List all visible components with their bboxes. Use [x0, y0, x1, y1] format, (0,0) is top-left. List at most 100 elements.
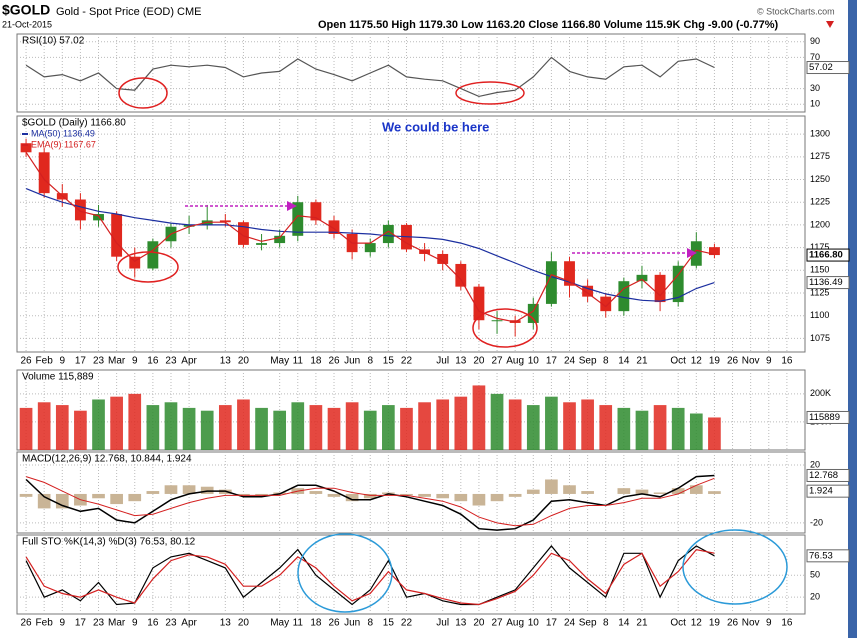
x-tick-label: 15: [383, 618, 395, 629]
y-tick-label: 1275: [810, 151, 830, 161]
x-tick-label: Apr: [181, 618, 197, 629]
volume-bar: [454, 396, 468, 450]
x-tick-label: 20: [473, 618, 485, 629]
candle-body: [183, 224, 195, 227]
x-tick-label: 9: [766, 356, 772, 367]
histogram-bar: [327, 493, 341, 497]
x-tick-label: Mar: [108, 618, 126, 629]
x-tick-label: 26: [727, 356, 739, 367]
volume-bar: [237, 399, 250, 450]
volume-bar: [653, 405, 667, 450]
instrument-name: Gold - Spot Price (EOD) CME: [56, 6, 201, 18]
volume-bar: [418, 402, 431, 450]
x-tick-label: 8: [603, 356, 609, 367]
candle-body: [382, 224, 394, 244]
x-tick-label: 27: [491, 356, 503, 367]
volume-bar: [255, 407, 268, 450]
y-tick-label: 200K: [810, 388, 831, 398]
histogram-bar: [309, 491, 323, 494]
candle-body: [256, 243, 267, 245]
value-box: [806, 248, 850, 262]
volume-bar: [200, 410, 214, 450]
candle-body: [654, 274, 666, 303]
volume-bar: [490, 393, 504, 450]
y-tick-label: 20: [810, 459, 820, 469]
x-tick-label: 14: [618, 356, 630, 367]
x-tick-label: 11: [293, 356, 304, 367]
x-tick-label: 26: [328, 356, 340, 367]
x-tick-label: 22: [401, 618, 413, 629]
histogram-bar: [436, 493, 450, 499]
candle-body: [545, 261, 557, 304]
arrow-head: [687, 248, 697, 258]
y-tick-label: 1125: [810, 287, 829, 297]
histogram-bar: [237, 493, 250, 496]
window-edge: [848, 0, 857, 638]
x-tick-label: 24: [564, 618, 576, 629]
x-tick-label: 10: [528, 618, 540, 629]
x-tick-label: 13: [220, 356, 232, 367]
volume-bar: [128, 393, 142, 450]
x-tick-label: 18: [310, 618, 322, 629]
x-tick-label: 9: [132, 356, 138, 367]
x-tick-label: Apr: [181, 356, 197, 367]
volume-bar: [19, 407, 33, 450]
candle-body: [20, 143, 32, 153]
x-tick-label: Sep: [579, 356, 597, 367]
series-line: [25, 151, 715, 323]
histogram-bar: [182, 485, 196, 494]
volume-bar: [400, 407, 413, 450]
x-tick-label: 20: [238, 356, 250, 367]
volume-bar: [74, 410, 87, 450]
x-tick-label: Mar: [108, 356, 126, 367]
histogram-bar: [581, 491, 594, 494]
candle-body: [690, 241, 702, 266]
x-tick-label: May: [270, 618, 289, 629]
x-tick-label: 18: [310, 356, 322, 367]
volume-bar: [92, 399, 105, 450]
x-tick-label: 24: [564, 356, 576, 367]
panel-title: RSI(10) 57.02: [22, 36, 85, 47]
x-tick-label: Jul: [436, 356, 449, 367]
candle-body: [111, 214, 123, 257]
candle-body: [129, 256, 141, 269]
series-line: [25, 548, 715, 606]
histogram-bar: [545, 479, 558, 494]
x-tick-label: 9: [132, 618, 138, 629]
y-tick-label: 10: [810, 99, 820, 109]
volume-bar: [617, 407, 631, 450]
y-tick-label: 1200: [810, 219, 830, 229]
x-tick-label: 12: [691, 618, 703, 629]
x-tick-label: 16: [147, 618, 159, 629]
symbol: $GOLD: [2, 2, 50, 18]
x-tick-label: 9: [60, 618, 66, 629]
candle-body: [636, 274, 648, 282]
histogram-bar: [19, 493, 33, 497]
volume-bar: [689, 413, 703, 450]
quote: Open 1175.50 High 1179.30 Low 1163.20 Cl…: [318, 19, 779, 31]
date: 21-Oct-2015: [2, 19, 52, 29]
y-tick-label: 1300: [810, 129, 830, 139]
y-tick-label: 1250: [810, 174, 830, 184]
panel-title: MACD(12,26,9) 12.768, 10.844, 1.924: [22, 454, 192, 465]
value-box: [806, 468, 850, 482]
series-line: [25, 188, 715, 302]
x-tick-label: Sep: [579, 618, 597, 629]
candle-body: [274, 235, 286, 244]
x-tick-label: 17: [75, 356, 87, 367]
x-tick-label: 26: [20, 356, 32, 367]
y-tick-label: -20: [810, 517, 823, 527]
value-label: 57.02: [809, 62, 833, 73]
x-tick-label: Oct: [670, 618, 686, 629]
x-tick-label: 8: [367, 618, 373, 629]
x-tick-label: Jul: [436, 618, 449, 629]
series-line: [25, 474, 715, 531]
histogram-bar: [200, 486, 214, 494]
x-tick-label: Nov: [742, 618, 760, 629]
volume-bar: [218, 405, 232, 450]
x-tick-label: 23: [165, 356, 177, 367]
volume-bar: [563, 402, 576, 450]
x-tick-label: 21: [636, 618, 648, 629]
volume-bar: [581, 399, 594, 450]
arrow-head: [287, 201, 297, 211]
